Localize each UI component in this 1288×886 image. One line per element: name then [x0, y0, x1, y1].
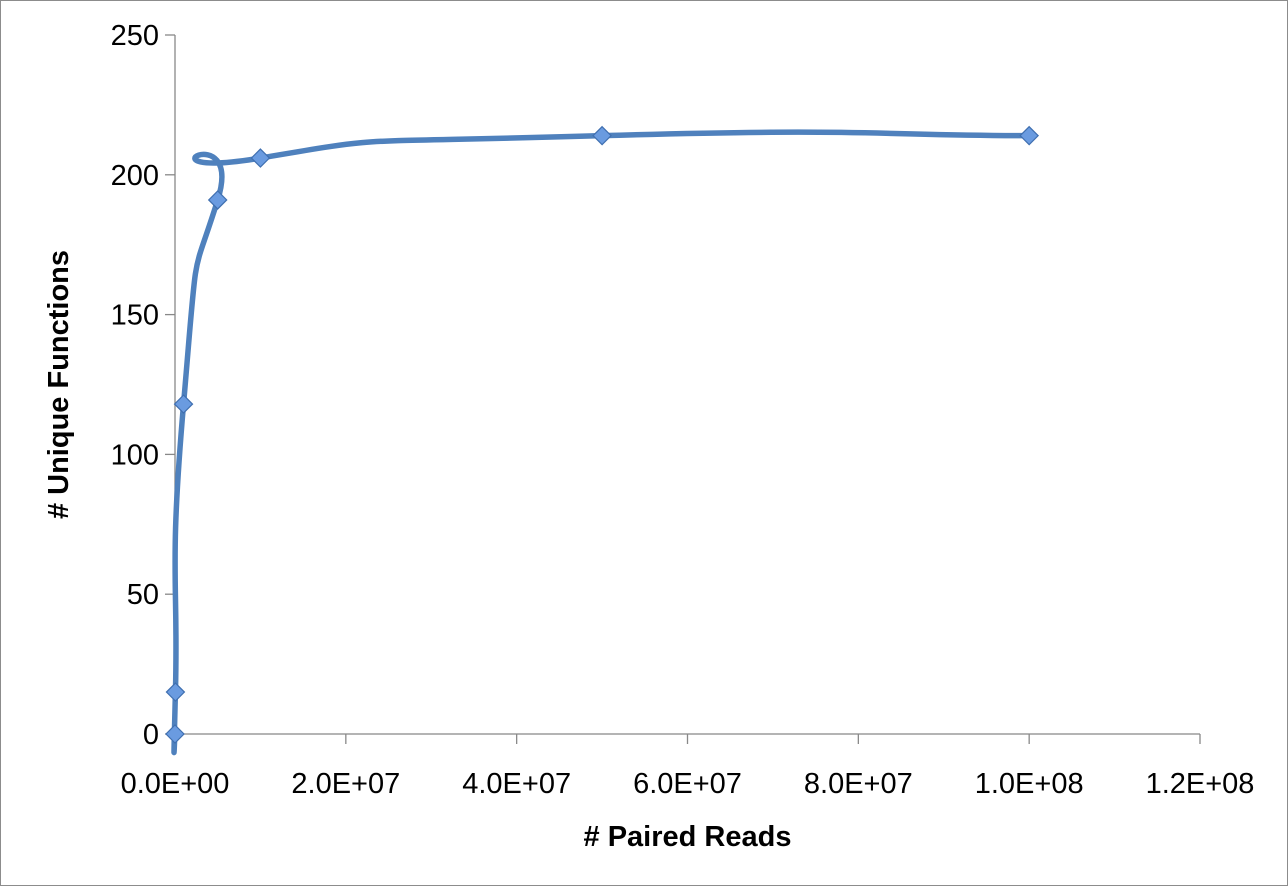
y-axis-ticks: 0 50 100 150 200 250: [111, 20, 175, 751]
x-tick-label: 8.0E+07: [804, 768, 913, 800]
y-tick-label: 0: [143, 719, 159, 751]
x-tick-label: 0.0E+00: [121, 768, 230, 800]
data-point-marker: [207, 190, 228, 210]
y-axis-title: # Unique Functions: [43, 250, 75, 519]
y-tick-label: 100: [111, 439, 159, 471]
series-line: [171, 129, 1032, 756]
x-tick-label: 1.0E+08: [975, 768, 1084, 800]
data-point-marker: [173, 394, 194, 414]
y-tick-label: 150: [111, 300, 159, 332]
y-tick-label: 50: [127, 579, 159, 611]
x-axis-ticks: 0.0E+00 2.0E+07 4.0E+07 6.0E+07 8.0E+07 1.0E+…: [121, 734, 1255, 800]
x-axis-title: # Paired Reads: [584, 821, 792, 853]
axes: [174, 35, 1200, 735]
data-point-marker: [165, 724, 185, 744]
y-tick-label: 250: [111, 20, 159, 52]
x-tick-label: 2.0E+07: [291, 768, 400, 800]
data-point-marker: [592, 125, 612, 146]
x-tick-label: 4.0E+07: [462, 768, 571, 800]
data-point-marker: [165, 682, 186, 702]
x-tick-label: 1.2E+08: [1146, 768, 1255, 800]
x-tick-label: 6.0E+07: [633, 768, 742, 800]
series-group: [165, 125, 1040, 756]
data-point-marker: [250, 148, 271, 168]
y-tick-label: 200: [111, 160, 159, 192]
data-point-marker: [1019, 125, 1040, 146]
